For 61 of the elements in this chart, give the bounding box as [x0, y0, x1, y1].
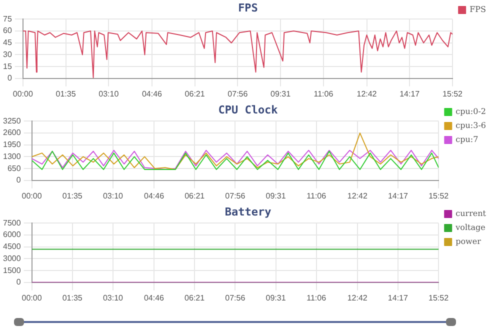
x-tick-label: 07:56	[225, 293, 246, 302]
legend-label: current	[456, 209, 487, 218]
x-tick-label: 07:56	[225, 191, 246, 200]
y-tick-label: 3250	[3, 116, 22, 126]
x-tick-label: 00:00	[22, 293, 42, 302]
x-tick-label: 14:17	[388, 191, 409, 200]
y-tick-label: 2600	[3, 128, 22, 138]
x-tick-label: 15:52	[428, 293, 450, 302]
x-tick-label: 11:06	[306, 293, 327, 302]
x-tick-label: 11:06	[306, 191, 327, 200]
y-tick-label: 4500	[3, 242, 22, 252]
x-tick-label: 04:46	[144, 191, 165, 200]
y-tick-label: 60	[2, 26, 12, 36]
legend-label: cpu:0-2	[456, 107, 486, 116]
legend-label: power	[456, 237, 482, 246]
x-tick-label: 01:35	[62, 293, 83, 302]
x-tick-label: 04:46	[144, 293, 165, 302]
x-tick-label: 12:42	[347, 293, 368, 302]
x-tick-label: 12:42	[347, 191, 368, 200]
y-tick-label: 15	[2, 62, 12, 71]
x-tick-label: 15:52	[428, 191, 450, 200]
y-tick-label: 7500	[3, 218, 22, 228]
y-tick-label: 0	[7, 74, 12, 83]
x-tick-label: 01:35	[56, 89, 76, 98]
legend-label: cpu:7	[456, 135, 478, 144]
x-tick-label: 06:21	[184, 89, 206, 98]
x-tick-label: 00:00	[22, 191, 42, 200]
legend-label: voltage	[454, 223, 486, 232]
y-tick-label: 45	[2, 38, 12, 48]
x-tick-label: 12:42	[356, 89, 378, 98]
x-tick-label: 14:17	[388, 293, 408, 302]
chart-title: Battery	[224, 205, 272, 218]
x-tick-label: 03:10	[98, 89, 120, 98]
x-tick-label: 04:46	[142, 89, 163, 98]
chart-title: FPS	[238, 1, 258, 14]
y-tick-label: 3000	[3, 254, 22, 263]
x-tick-label: 07:56	[228, 89, 248, 98]
x-tick-label: 00:00	[12, 89, 34, 98]
y-tick-label: 1950	[3, 140, 22, 150]
x-tick-label: 01:35	[62, 191, 83, 200]
x-tick-label: 09:31	[266, 293, 286, 302]
y-tick-label: 0	[16, 278, 22, 287]
x-tick-label: 09:31	[270, 89, 292, 98]
y-tick-label: 0	[16, 176, 22, 185]
y-tick-label: 1500	[3, 266, 22, 275]
y-tick-label: 6000	[3, 230, 22, 240]
legend-label: FPS	[470, 5, 486, 14]
y-tick-label: 75	[2, 14, 12, 24]
x-tick-label: 15:52	[442, 89, 464, 98]
legend-label: cpu:3-6	[456, 121, 486, 130]
x-tick-label: 03:10	[102, 293, 124, 302]
y-tick-label: 30	[2, 50, 12, 59]
x-tick-label: 06:21	[184, 293, 206, 302]
y-tick-label: 1300	[3, 152, 22, 161]
y-tick-label: 650	[7, 164, 22, 173]
x-tick-label: 14:17	[400, 89, 420, 98]
x-tick-label: 09:31	[266, 191, 286, 200]
chart-title: CPU Clock	[218, 103, 278, 116]
x-tick-label: 06:21	[184, 191, 206, 200]
x-tick-label: 03:10	[102, 191, 124, 200]
x-tick-label: 11:06	[314, 89, 334, 98]
